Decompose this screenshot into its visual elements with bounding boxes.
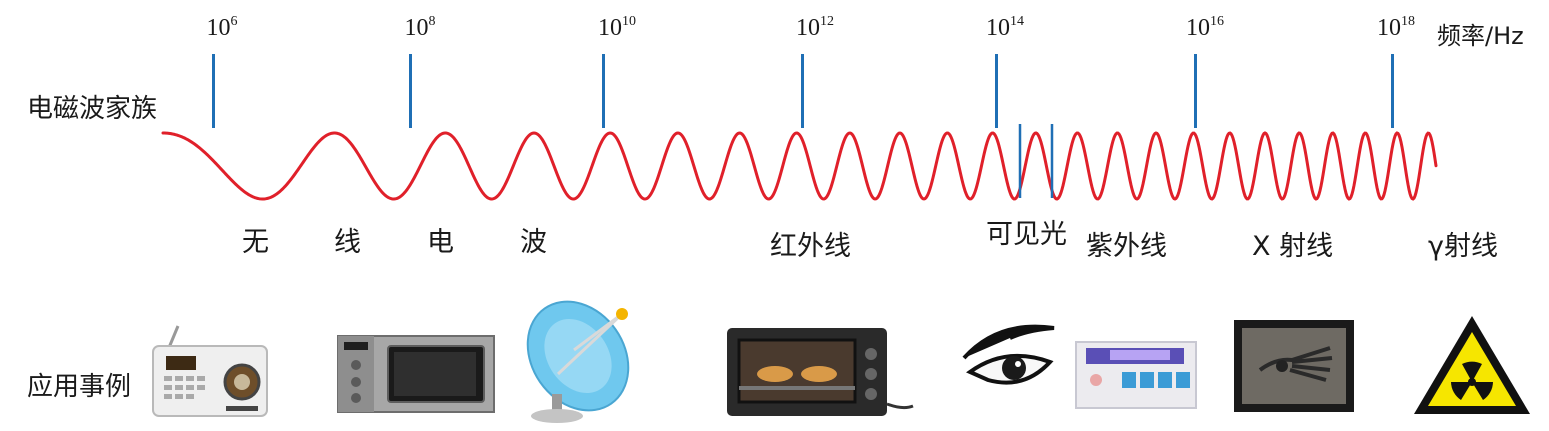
tick-line-1e8 (409, 54, 412, 128)
tick-line-1e6 (212, 54, 215, 128)
frequency-unit-label: 频率/Hz (1437, 22, 1524, 50)
tick-line-1e18 (1391, 54, 1394, 128)
band-radio-char-2: 线 (334, 227, 361, 258)
tick-line-1e16 (1194, 54, 1197, 128)
band-radio-char-1: 无 (242, 227, 269, 258)
band-ultraviolet: 紫外线 (1086, 231, 1167, 262)
tick-line-1e14 (995, 54, 998, 128)
tick-label-1e8: 108 (404, 14, 436, 41)
eye-icon (962, 324, 1055, 385)
tick-label-1e18: 1018 (1377, 14, 1415, 41)
band-gamma: γ射线 (1428, 231, 1498, 262)
microwave-oven-icon (337, 335, 495, 413)
em-family-label: 电磁波家族 (27, 94, 158, 124)
tick-label-1e12: 1012 (796, 14, 834, 41)
tick-label-1e16: 1016 (1186, 14, 1224, 41)
band-infrared: 红外线 (770, 231, 851, 262)
band-xray: X 射线 (1252, 231, 1334, 262)
tick-line-1e12 (801, 54, 804, 128)
band-visible: 可见光 (986, 219, 1067, 250)
satellite-dish-icon (526, 300, 630, 423)
radiation-warning-icon (1414, 316, 1530, 414)
tick-label-1e6: 106 (206, 14, 238, 41)
toaster-oven-icon (727, 328, 914, 416)
examples-label: 应用事例 (27, 372, 132, 402)
tick-label-1e14: 1014 (986, 14, 1024, 41)
tick-label-1e10: 1010 (598, 14, 636, 41)
band-radio-char-3: 电 (427, 227, 454, 258)
uv-sterilizer-icon (1075, 341, 1197, 409)
tick-line-1e10 (602, 54, 605, 128)
band-radio-char-4: 波 (520, 227, 547, 258)
radio-icon (152, 325, 268, 417)
wave-curve (161, 131, 1438, 201)
xray-hand-icon (1234, 320, 1354, 412)
